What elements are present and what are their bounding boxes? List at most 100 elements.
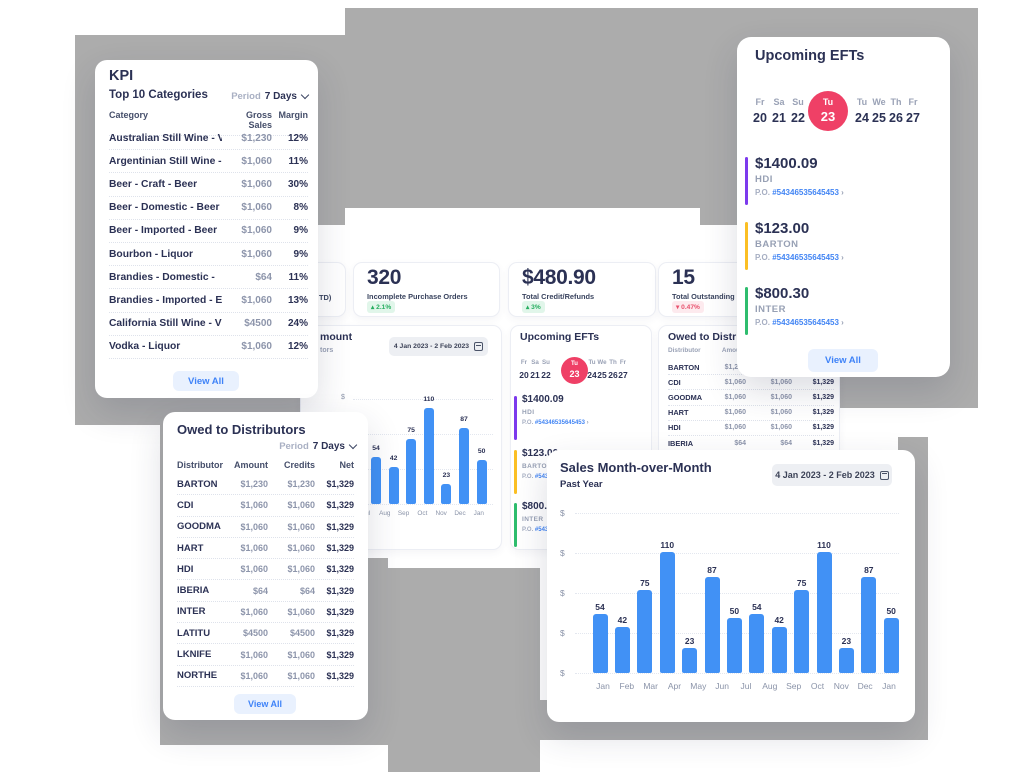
gridline	[575, 513, 899, 514]
amount-cell: $1,060	[240, 606, 268, 617]
po-link[interactable]: P.O. #54346535645453	[755, 253, 844, 262]
amount-cell: $64	[734, 439, 746, 447]
net-cell: $1,329	[326, 649, 354, 660]
day-number[interactable]: 24	[855, 111, 869, 125]
margin-cell: 30%	[287, 178, 308, 190]
view-all-button[interactable]: View All	[173, 371, 239, 391]
chart-bar	[771, 627, 787, 673]
gridline	[575, 553, 899, 554]
credits-cell: $1,060	[287, 649, 315, 660]
period-selector[interactable]: Period 7 Days	[231, 90, 310, 102]
date-range-picker[interactable]: 4 Jan 2023 - 2 Feb 2023	[389, 337, 488, 356]
month-label: Oct	[417, 510, 428, 517]
month-label: Nov	[833, 681, 849, 691]
gross-sales-cell: $1,060	[241, 225, 272, 237]
period-value: 7 Days	[264, 91, 297, 102]
eft-amount: $123.00	[755, 220, 810, 237]
credits-cell: $1,060	[287, 564, 315, 575]
eft-vendor: INTER	[522, 516, 544, 523]
day-number[interactable]: 24	[587, 370, 597, 380]
day-number[interactable]: 20	[519, 370, 529, 380]
day-name: Fr	[619, 359, 627, 366]
day-number[interactable]: 20	[753, 111, 767, 125]
credits-cell: $1,060	[770, 409, 792, 417]
bar-value-label: 87	[460, 416, 468, 423]
day-name: Tu	[588, 359, 596, 366]
category-cell: Argentinian Still Wine -	[109, 155, 222, 167]
calendar-icon	[879, 470, 889, 480]
distributor-cell: GOODMA	[668, 392, 703, 402]
eft-amount: $1400.09	[755, 155, 818, 172]
credits-cell: $1,060	[770, 393, 792, 401]
gross-sales-cell: $1,060	[241, 178, 272, 190]
selected-day[interactable]: Tu 23	[561, 357, 588, 384]
po-link[interactable]: P.O. #54346535645453	[755, 188, 844, 197]
table-row: GOODMA $1,060 $1,060 $1,329	[668, 390, 834, 406]
gridline	[353, 504, 493, 505]
y-axis-tick: $	[560, 588, 565, 598]
column-header: Amount	[721, 347, 746, 354]
distributor-cell: NORTHE	[177, 670, 218, 682]
stat-card-incomplete-pos: 320 Incomplete Purchase Orders 2.1%	[353, 262, 500, 317]
stat-value: $480.90	[522, 266, 596, 289]
mini-chart-title-fragment: mount	[320, 331, 353, 343]
gross-sales-cell: $1,060	[241, 294, 272, 306]
po-link[interactable]: P.O. #54346535645453	[522, 420, 589, 426]
credits-cell: $64	[299, 585, 315, 596]
po-label: P.O.	[522, 474, 535, 480]
column-header: Distributor	[668, 347, 701, 354]
selected-day[interactable]: Tu 23	[808, 91, 848, 131]
eft-amount: $800.30	[755, 285, 810, 302]
month-label: Feb	[619, 681, 635, 691]
eft-amount: $123.00	[522, 448, 559, 459]
period-selector[interactable]: Period 7 Days	[279, 440, 358, 452]
table-row: IBERIA $64 $64 $1,329	[177, 580, 354, 602]
distributor-cell: GOODMA	[177, 521, 221, 533]
decor-rect	[388, 568, 540, 772]
day-number[interactable]: 22	[541, 370, 551, 380]
table-row: HART $1,060 $1,060 $1,329	[177, 538, 354, 560]
po-link[interactable]: P.O. #54346535645453	[755, 318, 844, 327]
day-number[interactable]: 26	[889, 111, 903, 125]
category-cell: Australian Still Wine - V	[109, 132, 222, 144]
day-name: Tu	[822, 97, 834, 108]
entry-accent-bar	[514, 503, 517, 547]
day-number[interactable]: 22	[791, 111, 805, 125]
bar-value-label: 42	[617, 615, 628, 625]
sales-month-over-month-card: Sales Month-over-Month Past Year 4 Jan 2…	[547, 450, 915, 722]
distributor-cell: INTER	[177, 606, 206, 618]
day-number[interactable]: 21	[530, 370, 540, 380]
credits-cell: $1,060	[770, 424, 792, 432]
stat-value: 320	[367, 266, 402, 289]
view-all-button[interactable]: View All	[234, 694, 296, 714]
bar-value-label: 54	[595, 602, 605, 612]
table-row: CDI $1,060 $1,060 $1,329	[177, 495, 354, 517]
net-cell: $1,329	[326, 606, 354, 617]
chart-bar	[861, 577, 877, 673]
day-number[interactable]: 27	[618, 370, 628, 380]
table-row: LATITU $4500 $4500 $1,329	[177, 623, 354, 645]
view-all-button[interactable]: View All	[808, 349, 878, 372]
month-label: Jun	[715, 681, 729, 691]
day-number[interactable]: 25	[872, 111, 886, 125]
table-row: Beer - Craft - Beer $1,060 30%	[109, 173, 308, 197]
distributor-cell: HART	[668, 408, 689, 418]
day-number[interactable]: 21	[772, 111, 786, 125]
day-number[interactable]: 26	[608, 370, 618, 380]
category-cell: Beer - Craft - Beer	[109, 178, 198, 190]
amount-cell: $4500	[242, 628, 268, 639]
distributor-cell: BARTON	[177, 478, 218, 490]
distributor-cell: IBERIA	[177, 585, 210, 597]
distributor-cell: HDI	[668, 423, 681, 433]
credits-cell: $1,060	[287, 500, 315, 511]
po-label: P.O.	[755, 188, 773, 197]
day-number[interactable]: 25	[597, 370, 607, 380]
date-range-picker[interactable]: 4 Jan 2023 - 2 Feb 2023	[772, 464, 892, 486]
stat-label: Incomplete Purchase Orders	[367, 292, 468, 301]
day-number[interactable]: 27	[906, 111, 920, 125]
gross-sales-cell: $1,060	[241, 202, 272, 214]
amount-cell: $1,060	[240, 500, 268, 511]
po-label: P.O.	[522, 527, 535, 533]
day-name: We	[597, 359, 607, 366]
